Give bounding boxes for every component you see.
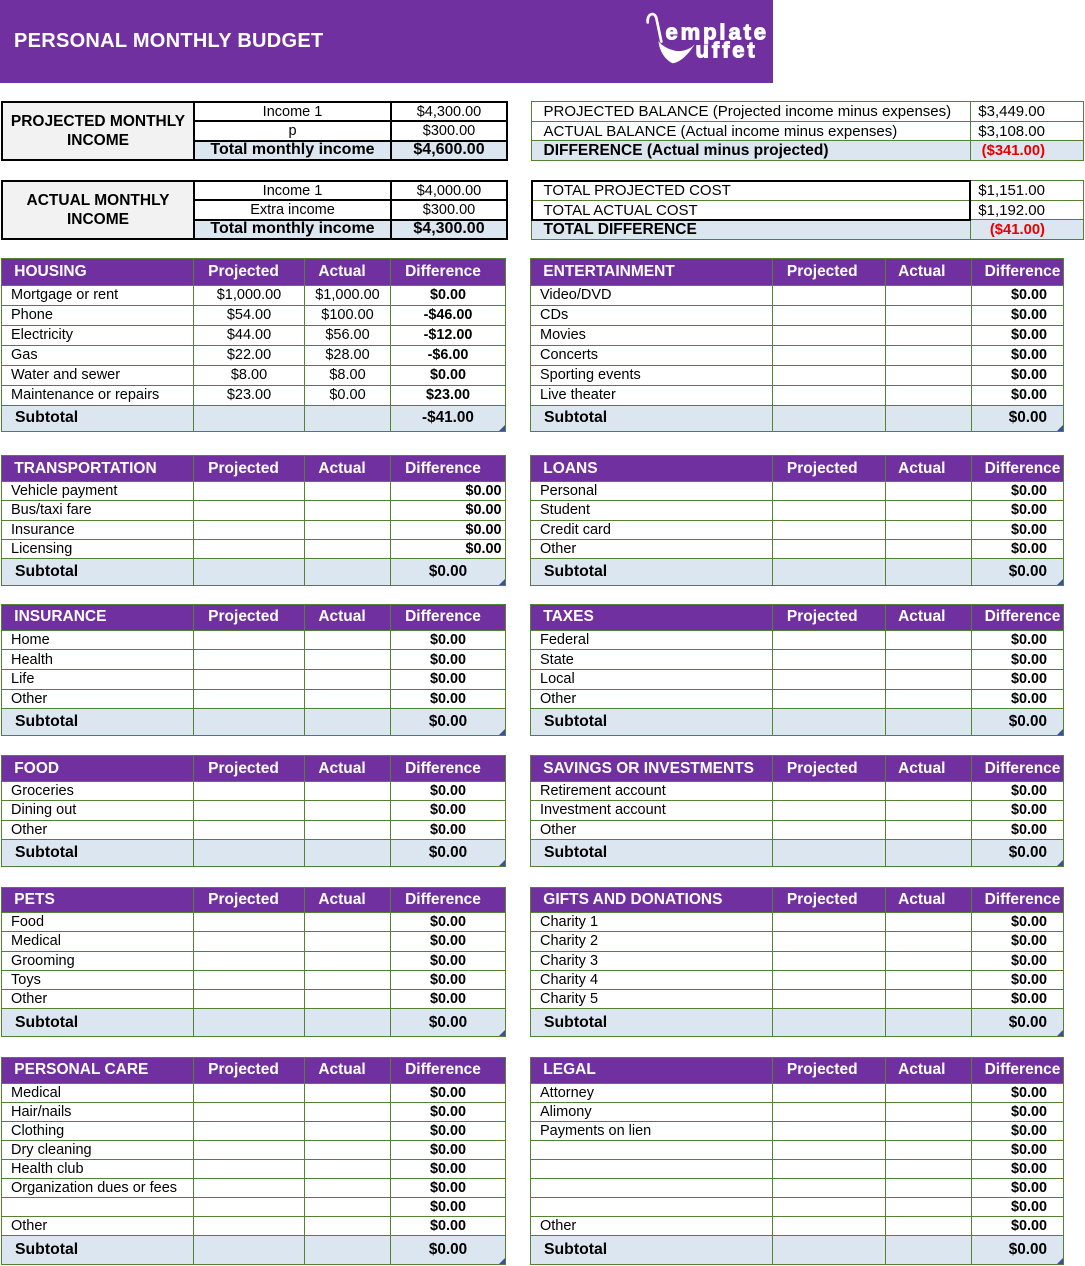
svg-text:emplate: emplate — [666, 19, 769, 44]
svg-text:uffet: uffet — [696, 37, 758, 62]
